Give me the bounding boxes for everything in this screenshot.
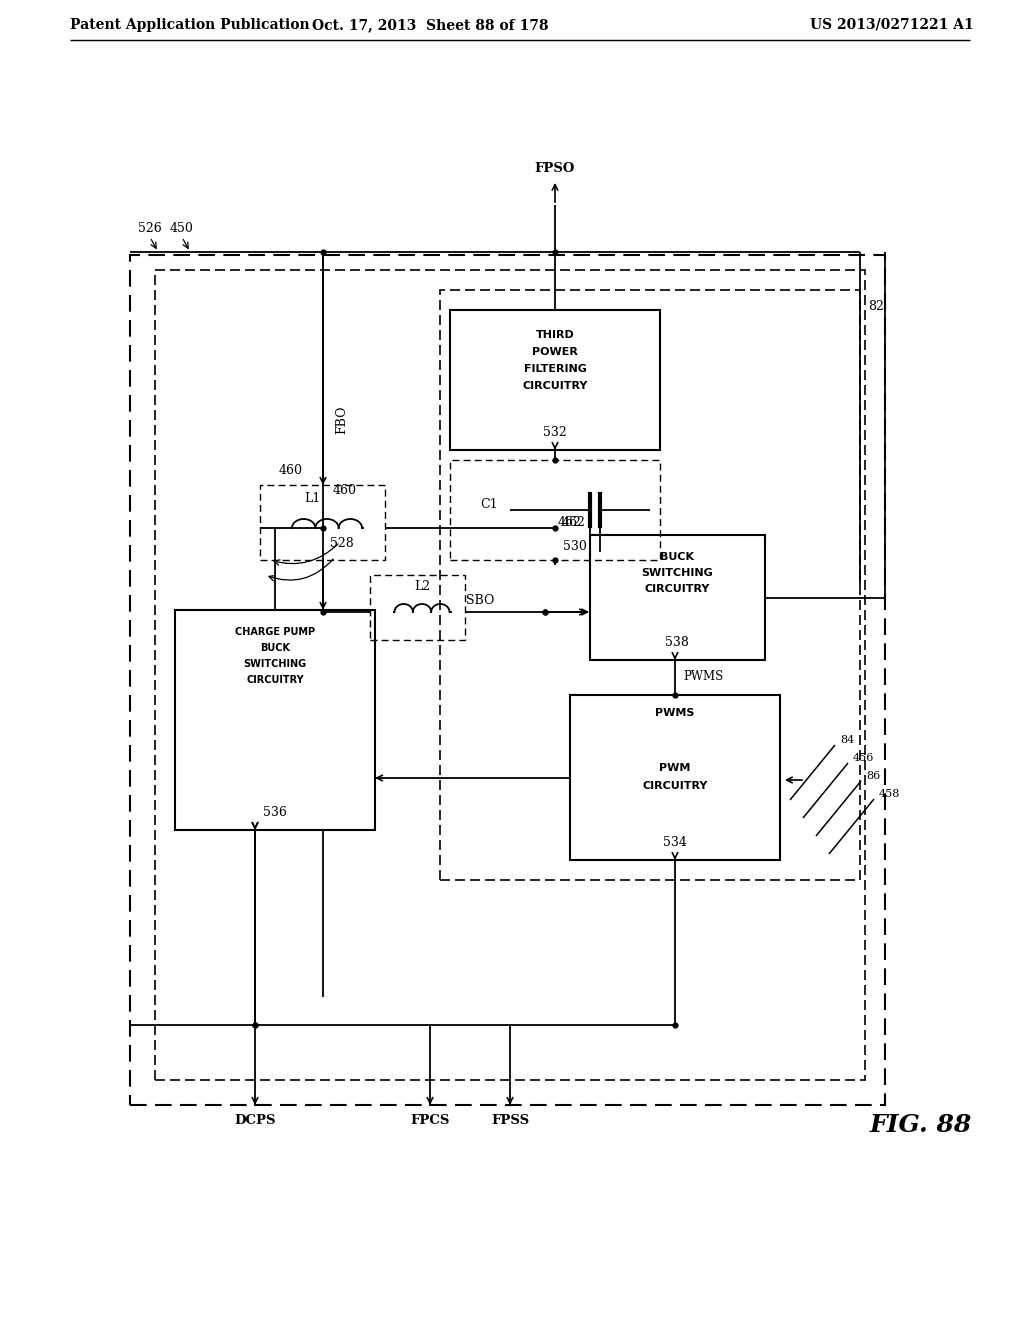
Bar <box>590 535 765 660</box>
Text: L1: L1 <box>304 492 321 506</box>
Text: DCPS: DCPS <box>234 1114 275 1126</box>
Text: 530: 530 <box>563 540 587 553</box>
Bar <box>450 459 660 560</box>
Text: Oct. 17, 2013  Sheet 88 of 178: Oct. 17, 2013 Sheet 88 of 178 <box>311 18 548 32</box>
Text: 460: 460 <box>333 483 357 496</box>
Text: C1: C1 <box>480 499 498 511</box>
Text: FPSS: FPSS <box>490 1114 529 1126</box>
Bar <box>155 271 865 1080</box>
Text: PWM: PWM <box>659 763 690 774</box>
Bar <box>450 310 660 450</box>
Text: 86: 86 <box>866 771 881 781</box>
Text: 532: 532 <box>543 425 567 438</box>
Bar <box>570 696 780 861</box>
Text: L2: L2 <box>414 581 430 594</box>
Text: CIRCUITRY: CIRCUITRY <box>642 781 708 791</box>
Text: CIRCUITRY: CIRCUITRY <box>246 675 304 685</box>
Text: PWMS: PWMS <box>655 708 694 718</box>
Text: 526: 526 <box>138 222 162 235</box>
Text: 462: 462 <box>561 516 585 529</box>
Text: 84: 84 <box>840 735 854 744</box>
Text: 462: 462 <box>558 516 582 529</box>
Text: FIG. 88: FIG. 88 <box>870 1113 972 1137</box>
Text: BUCK: BUCK <box>260 643 290 653</box>
Text: 460: 460 <box>279 463 303 477</box>
Text: SBO: SBO <box>466 594 495 606</box>
Text: PWMS: PWMS <box>683 671 723 684</box>
Text: 458: 458 <box>879 789 900 799</box>
Text: 534: 534 <box>664 836 687 849</box>
Text: 536: 536 <box>263 805 287 818</box>
Text: CIRCUITRY: CIRCUITRY <box>644 583 710 594</box>
Bar <box>130 255 885 1105</box>
Text: 528: 528 <box>330 537 353 550</box>
Text: SWITCHING: SWITCHING <box>244 659 306 669</box>
Text: THIRD: THIRD <box>536 330 574 341</box>
Bar <box>440 290 860 880</box>
Text: FBO: FBO <box>335 405 348 434</box>
Text: 538: 538 <box>665 635 689 648</box>
Text: 450: 450 <box>170 222 194 235</box>
Text: FPCS: FPCS <box>411 1114 450 1126</box>
Text: BUCK: BUCK <box>660 552 694 562</box>
Bar <box>260 484 385 560</box>
Text: 82: 82 <box>868 300 884 313</box>
Text: 456: 456 <box>853 752 874 763</box>
Text: CHARGE PUMP: CHARGE PUMP <box>234 627 315 638</box>
Text: US 2013/0271221 A1: US 2013/0271221 A1 <box>810 18 974 32</box>
Text: POWER: POWER <box>532 347 578 356</box>
Text: FPSO: FPSO <box>535 161 575 174</box>
Bar <box>175 610 375 830</box>
Text: Patent Application Publication: Patent Application Publication <box>70 18 309 32</box>
Text: FILTERING: FILTERING <box>523 364 587 374</box>
Text: SWITCHING: SWITCHING <box>641 568 713 578</box>
Bar <box>370 576 465 640</box>
Text: CIRCUITRY: CIRCUITRY <box>522 381 588 391</box>
